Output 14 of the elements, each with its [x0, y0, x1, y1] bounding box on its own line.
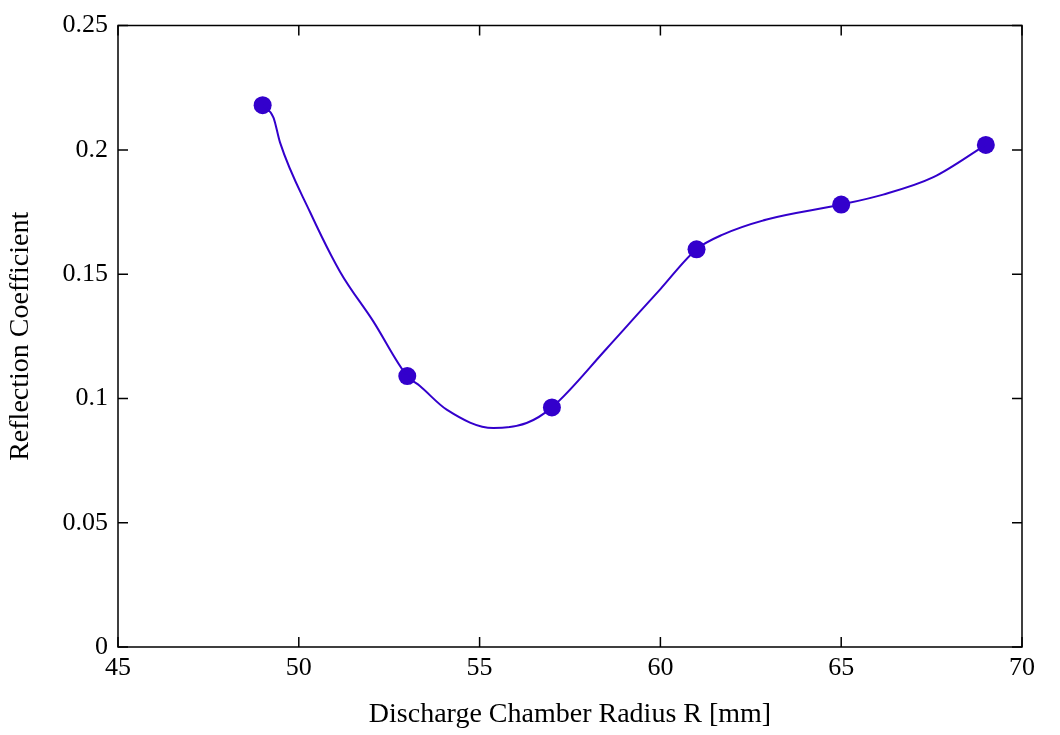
x-tick-label: 60	[647, 652, 674, 682]
y-tick-label: 0.1	[75, 382, 108, 412]
y-tick-label: 0.25	[62, 9, 108, 39]
x-tick-label: 45	[105, 652, 131, 682]
y-tick-label: 0.05	[62, 506, 108, 536]
x-axis-title: Discharge Chamber Radius R [mm]	[368, 696, 772, 728]
x-tick-label: 50	[285, 652, 312, 682]
y-tick-label: 0.2	[75, 133, 108, 163]
x-tick-label: 70	[1009, 652, 1035, 682]
y-tick-label: 0	[95, 630, 108, 660]
x-tick-label: 55	[466, 652, 493, 682]
y-axis-title: Reflection Coefficient	[3, 211, 35, 461]
x-tick-label: 65	[828, 652, 855, 682]
y-tick-label: 0.15	[62, 257, 108, 287]
